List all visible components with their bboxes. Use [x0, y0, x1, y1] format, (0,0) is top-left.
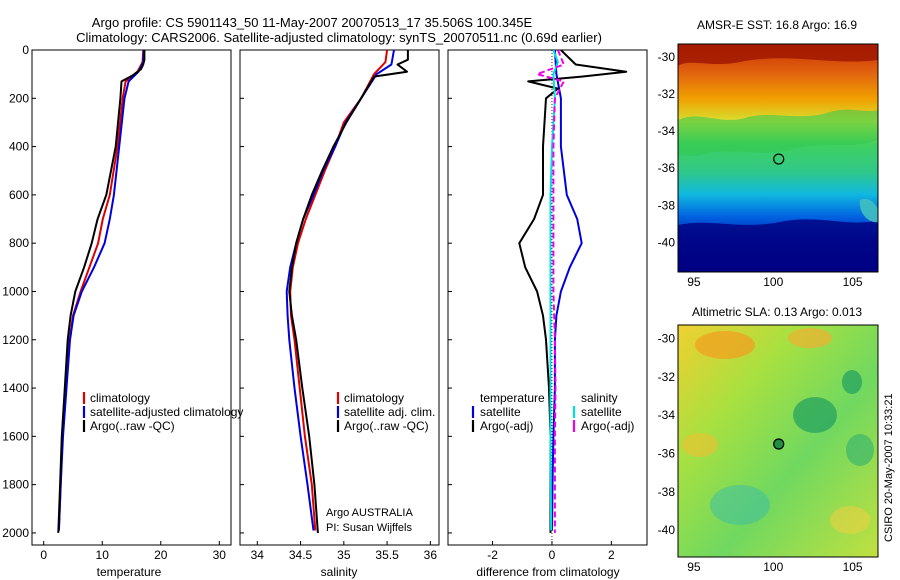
- sst-map-frame: [677, 43, 879, 273]
- sst-front-band: [678, 109, 878, 156]
- figure-title-line2: Climatology: CARS2006. Satellite-adjuste…: [76, 30, 602, 45]
- x-tick-label: -2: [487, 548, 498, 562]
- sst-map: [677, 43, 879, 273]
- sst-cold-patch: [678, 219, 878, 272]
- map-lon-tick-label: 95: [687, 560, 701, 574]
- legend-label-sal-argo: Argo(-adj): [581, 419, 634, 433]
- legend-label-argo: Argo(..raw -QC): [344, 419, 429, 433]
- depth-tick-label: 200: [9, 91, 29, 105]
- credit-argo-australia: Argo AUSTRALIA: [326, 507, 413, 519]
- map-lat-tick-label: -30: [658, 50, 676, 64]
- map-lon-tick-label: 105: [843, 560, 863, 574]
- map-lat-tick-label: -30: [658, 331, 676, 345]
- x-tick-label: 35.5: [375, 548, 399, 562]
- series-line-salinity-satellite: [549, 50, 559, 531]
- legend-label-temp-argo: Argo(-adj): [480, 419, 533, 433]
- sla-low-patch: [710, 485, 770, 525]
- sst-map-title: AMSR-E SST: 16.8 Argo: 16.9: [697, 18, 857, 32]
- sla-high-patch: [788, 328, 832, 348]
- sla-high-patch: [682, 433, 718, 457]
- sla-argo-location-marker: [773, 438, 785, 450]
- x-tick-label: 34.5: [289, 548, 313, 562]
- legend-label-temp-satellite: satellite: [480, 405, 521, 419]
- sla-map-title: Altimetric SLA: 0.13 Argo: 0.013: [692, 305, 862, 319]
- legend-label-climatology: climatology: [90, 391, 150, 405]
- x-tick-label: 10: [96, 548, 110, 562]
- legend-title-salinity: salinity: [581, 391, 618, 405]
- series-line-satellite-adj-clim: [285, 50, 395, 531]
- credit-pi-name: PI: Susan Wijffels: [326, 522, 412, 534]
- map-lon-tick-label: 100: [763, 560, 783, 574]
- sst-argo-location-marker: [773, 153, 785, 165]
- map-lat-tick-label: -36: [658, 446, 676, 460]
- salinity-axis-label: salinity: [321, 565, 358, 579]
- depth-tick-label: 1600: [2, 429, 29, 443]
- map-lon-tick-label: 100: [763, 275, 783, 289]
- depth-tick-label: 1400: [2, 381, 29, 395]
- difference-legend: temperature salinity satellite Argo(-adj…: [471, 391, 634, 433]
- sla-low-patch: [846, 434, 874, 466]
- depth-tick-label: 600: [9, 188, 29, 202]
- depth-tick-label: 1800: [2, 478, 29, 492]
- x-tick-label: 35: [337, 548, 351, 562]
- map-lat-tick-label: -40: [658, 235, 676, 249]
- series-line-satellite-adjusted-climatology: [57, 50, 145, 531]
- series-line-climatology: [57, 50, 145, 531]
- sla-high-patch: [695, 331, 755, 359]
- map-lat-tick-label: -38: [658, 485, 676, 499]
- sla-map-frame: [677, 324, 879, 558]
- temperature-panel-frame: [31, 49, 232, 546]
- x-tick-label: 0: [549, 548, 556, 562]
- depth-tick-label: 2000: [2, 526, 29, 540]
- legend-label-satellite: satellite adj. clim.: [344, 405, 435, 419]
- series-line-temperature-argo-adj: [518, 50, 628, 533]
- legend-label-satellite: satellite-adjusted climatology: [90, 405, 243, 419]
- x-tick-label: 2: [608, 548, 615, 562]
- salinity-legend: climatology satellite adj. clim. Argo(..…: [326, 391, 435, 534]
- depth-tick-label: 800: [9, 236, 29, 250]
- sst-eddy: [859, 198, 878, 223]
- sla-low-patch: [793, 397, 837, 433]
- series-line-argo-raw-qc: [57, 50, 146, 533]
- legend-title-temperature: temperature: [480, 391, 545, 405]
- series-line-temperature-satellite: [551, 50, 583, 531]
- sla-low-patch: [842, 370, 862, 394]
- sla-high-patch: [830, 506, 870, 534]
- temperature-legend: climatology satellite-adjusted climatolo…: [82, 391, 243, 433]
- x-tick-label: 20: [154, 548, 168, 562]
- map-lat-tick-label: -34: [658, 124, 676, 138]
- difference-panel-frame: [447, 49, 648, 546]
- x-tick-label: 0: [40, 548, 47, 562]
- map-lat-tick-label: -36: [658, 161, 676, 175]
- x-tick-label: 36: [424, 548, 438, 562]
- temperature-axis-label: temperature: [97, 565, 162, 579]
- salinity-panel-frame: [239, 49, 440, 546]
- map-lat-tick-label: -32: [658, 87, 676, 101]
- depth-tick-label: 400: [9, 140, 29, 154]
- map-lon-tick-label: 105: [843, 275, 863, 289]
- timestamp-stamp: CSIRO 20-May-2007 10:33:21: [883, 393, 895, 542]
- difference-axis-label: difference from climatology: [476, 565, 619, 579]
- map-lat-tick-label: -40: [658, 523, 676, 537]
- legend-label-sal-satellite: satellite: [581, 405, 622, 419]
- depth-tick-label: 0: [22, 43, 29, 57]
- sla-map: [677, 324, 879, 558]
- figure-title-line1: Argo profile: CS 5901143_50 11-May-2007 …: [92, 15, 533, 30]
- legend-label-climatology: climatology: [344, 391, 404, 405]
- x-tick-label: 34: [251, 548, 265, 562]
- map-lat-tick-label: -32: [658, 370, 676, 384]
- series-line-salinity-argo-adj: [536, 50, 565, 533]
- depth-tick-label: 1000: [2, 284, 29, 298]
- series-line-argo-raw-qc: [288, 50, 409, 533]
- map-lon-tick-label: 95: [687, 275, 701, 289]
- x-tick-label: 30: [213, 548, 227, 562]
- sst-warm-patch: [678, 44, 878, 66]
- depth-tick-label: 1200: [2, 333, 29, 347]
- legend-label-argo: Argo(..raw -QC): [90, 419, 175, 433]
- map-lat-tick-label: -38: [658, 198, 676, 212]
- map-lat-tick-label: -34: [658, 408, 676, 422]
